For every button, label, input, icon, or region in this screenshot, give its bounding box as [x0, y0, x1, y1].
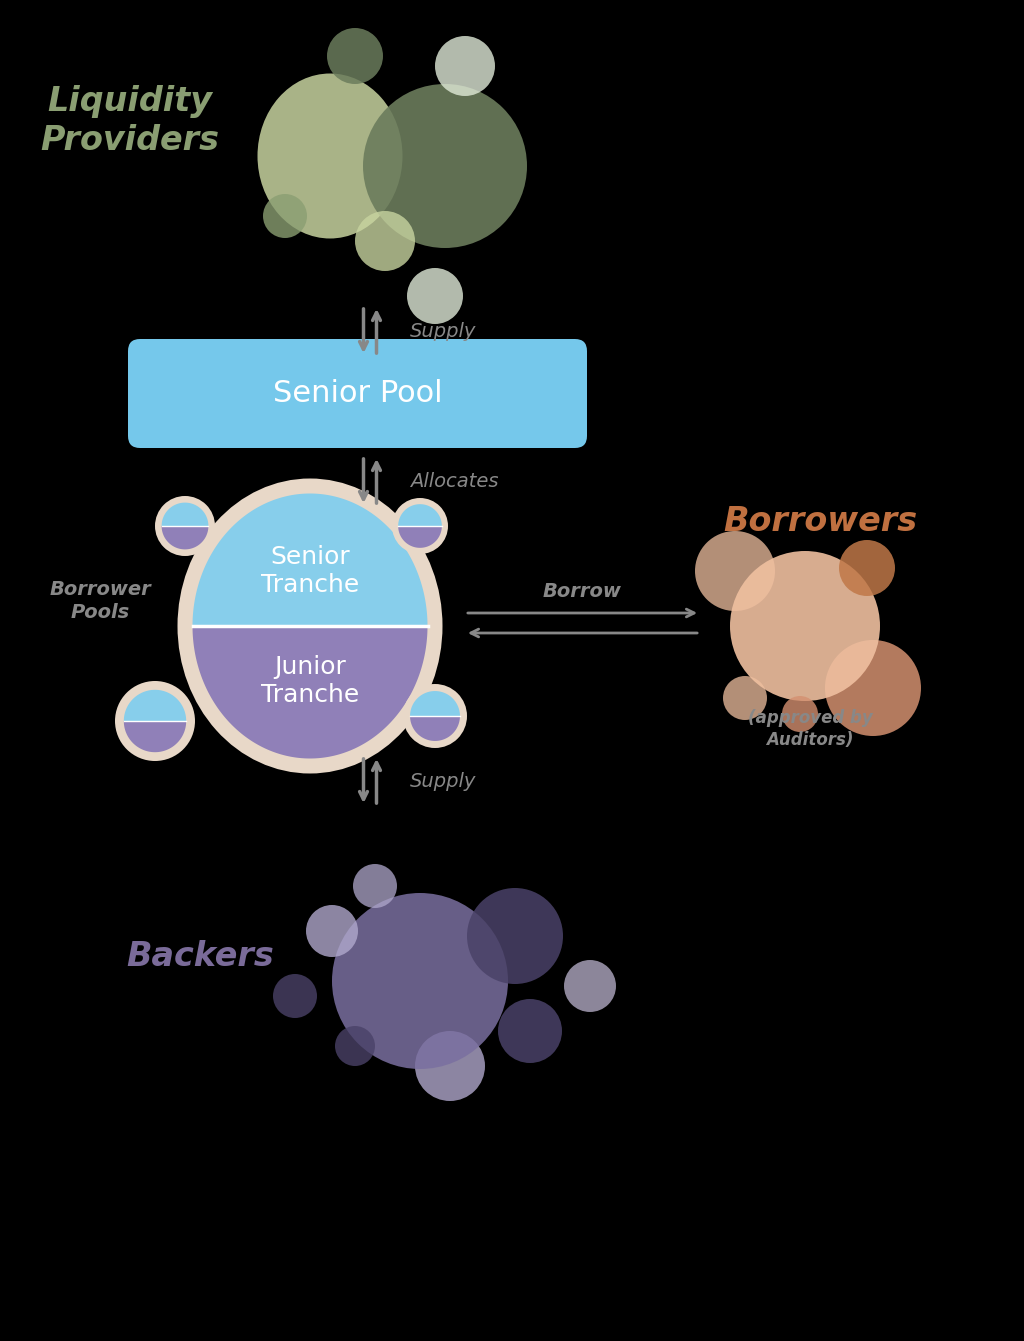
Circle shape	[782, 696, 818, 732]
PathPatch shape	[162, 526, 209, 550]
Circle shape	[332, 893, 508, 1069]
Ellipse shape	[177, 479, 442, 774]
PathPatch shape	[124, 689, 186, 721]
Circle shape	[392, 498, 449, 554]
Text: Backers: Backers	[126, 940, 273, 972]
Circle shape	[306, 905, 358, 957]
Text: Allocates: Allocates	[410, 472, 499, 491]
PathPatch shape	[193, 626, 427, 759]
Circle shape	[839, 540, 895, 595]
Text: Senior
Tranche: Senior Tranche	[261, 544, 359, 597]
PathPatch shape	[124, 721, 186, 752]
PathPatch shape	[193, 493, 427, 626]
Text: Senior Pool: Senior Pool	[272, 380, 442, 408]
Circle shape	[435, 36, 495, 97]
Circle shape	[723, 676, 767, 720]
PathPatch shape	[398, 504, 441, 526]
Circle shape	[564, 960, 616, 1012]
Text: Borrow: Borrow	[543, 582, 622, 601]
Circle shape	[415, 1031, 485, 1101]
PathPatch shape	[162, 503, 209, 526]
Circle shape	[407, 268, 463, 325]
Circle shape	[263, 194, 307, 237]
Text: Liquidity
Providers: Liquidity Providers	[41, 86, 219, 157]
Circle shape	[403, 684, 467, 748]
Circle shape	[695, 531, 775, 611]
Circle shape	[353, 864, 397, 908]
Circle shape	[327, 28, 383, 84]
Circle shape	[115, 681, 195, 760]
Circle shape	[498, 999, 562, 1063]
Circle shape	[335, 1026, 375, 1066]
Text: Borrower
Pools: Borrower Pools	[49, 579, 151, 622]
Text: Borrowers: Borrowers	[723, 504, 918, 538]
PathPatch shape	[410, 691, 460, 716]
PathPatch shape	[410, 716, 460, 742]
Circle shape	[467, 888, 563, 984]
Text: (approved by
Auditors): (approved by Auditors)	[748, 709, 872, 750]
Circle shape	[825, 640, 921, 736]
Circle shape	[355, 211, 415, 271]
Text: Supply: Supply	[410, 322, 476, 341]
Text: Junior
Tranche: Junior Tranche	[261, 656, 359, 707]
FancyBboxPatch shape	[128, 339, 587, 448]
Circle shape	[362, 84, 527, 248]
Circle shape	[730, 551, 880, 701]
Text: Supply: Supply	[410, 771, 476, 790]
Circle shape	[155, 496, 215, 557]
Ellipse shape	[257, 74, 402, 239]
Circle shape	[273, 974, 317, 1018]
PathPatch shape	[398, 526, 441, 548]
